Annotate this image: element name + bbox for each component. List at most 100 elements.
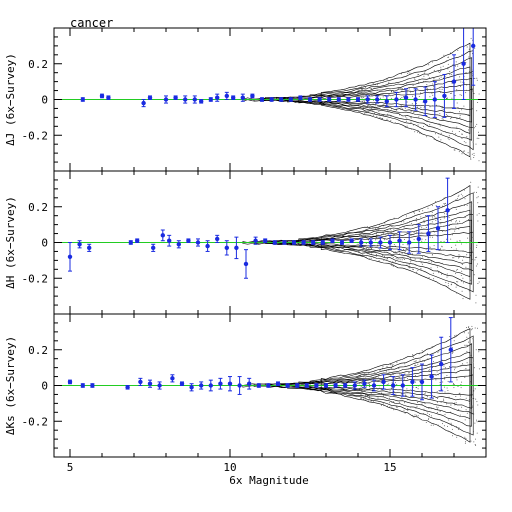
density-dot — [370, 246, 372, 248]
density-dot — [435, 205, 437, 207]
density-dot — [365, 394, 367, 396]
density-dot — [371, 395, 373, 397]
density-dot — [360, 391, 362, 392]
density-dot — [422, 80, 424, 82]
density-dot — [391, 401, 393, 403]
density-dot — [389, 228, 391, 230]
density-dot — [465, 409, 467, 411]
density-dot — [412, 95, 413, 97]
density-dot — [371, 237, 373, 238]
density-dot — [442, 249, 444, 251]
density-dot — [392, 374, 394, 376]
density-dot — [441, 245, 443, 247]
density-dot — [394, 233, 396, 234]
density-dot — [460, 280, 462, 282]
density-dot — [475, 398, 477, 400]
density-dot — [476, 421, 478, 423]
density-dot — [435, 379, 437, 381]
density-dot — [448, 419, 450, 421]
density-dot — [464, 198, 466, 200]
density-dot — [375, 230, 377, 232]
density-dot — [442, 106, 444, 108]
density-dot — [406, 361, 408, 363]
data-point — [173, 95, 178, 100]
density-dot — [386, 78, 388, 80]
density-dot — [402, 244, 404, 246]
density-dot — [473, 367, 475, 369]
data-point — [378, 240, 383, 245]
density-dot — [367, 237, 369, 239]
density-dot — [413, 231, 415, 233]
density-dot — [415, 407, 417, 409]
density-dot — [468, 341, 469, 343]
density-dot — [478, 368, 480, 370]
density-dot — [447, 380, 449, 382]
density-dot — [413, 211, 415, 213]
panel-3: 0.2 0 -0.2 ΔKs (6x−Survey) — [4, 313, 487, 458]
density-dot — [442, 230, 444, 232]
density-dot — [449, 423, 451, 425]
density-dot — [419, 359, 421, 361]
density-dot — [435, 82, 437, 83]
density-dot — [449, 93, 451, 94]
data-point — [215, 95, 220, 100]
density-dot — [451, 424, 453, 426]
density-dot — [400, 107, 402, 109]
density-dot — [415, 390, 417, 392]
data-point — [269, 97, 274, 102]
density-dot — [424, 256, 426, 257]
density-dot — [370, 88, 372, 90]
panel-1: 0.2 0 -0.2 ΔJ (6x−Survey) — [4, 27, 487, 172]
density-dot — [369, 114, 371, 116]
density-dot — [437, 266, 438, 268]
density-dot — [436, 412, 438, 414]
contour-line — [298, 57, 472, 141]
density-dot — [380, 370, 382, 372]
density-dot — [408, 71, 410, 73]
density-dot — [473, 157, 475, 158]
density-dot — [428, 64, 430, 66]
density-dot — [380, 389, 382, 391]
density-dot — [370, 400, 372, 402]
density-dot — [392, 265, 394, 267]
density-dot — [436, 408, 438, 410]
density-dot — [431, 254, 433, 256]
density-dot — [431, 367, 433, 368]
density-dot — [395, 258, 397, 260]
data-point — [80, 97, 86, 102]
chart-title: cancer — [70, 16, 113, 30]
density-dot — [473, 127, 475, 129]
density-dot — [465, 441, 466, 443]
density-dot — [468, 56, 470, 58]
density-dot — [393, 217, 395, 219]
density-dot — [462, 363, 463, 365]
data-point — [429, 374, 434, 379]
density-dot — [437, 401, 438, 403]
density-dot — [376, 237, 378, 239]
data-point — [413, 97, 418, 102]
density-dot — [421, 240, 423, 242]
density-dot — [407, 254, 409, 256]
density-dot — [360, 106, 361, 108]
density-dot — [376, 228, 378, 230]
data-point — [403, 95, 409, 100]
density-dot — [403, 219, 405, 220]
density-dot — [374, 112, 375, 114]
density-dot — [417, 124, 419, 126]
density-dot — [364, 102, 366, 104]
density-dot — [407, 374, 409, 376]
x-axis-label: 6x Magnitude — [229, 474, 308, 487]
density-dot — [414, 220, 416, 221]
density-dot — [409, 72, 411, 74]
density-dot — [406, 101, 408, 103]
data-point — [471, 43, 476, 49]
density-dot — [391, 382, 393, 384]
density-dot — [441, 56, 443, 58]
density-dot — [439, 71, 441, 73]
contour-line — [320, 185, 471, 300]
density-dot — [371, 251, 373, 253]
density-dot — [455, 248, 457, 250]
density-dot — [435, 201, 436, 203]
density-dot — [457, 361, 459, 362]
density-dot — [386, 85, 388, 87]
